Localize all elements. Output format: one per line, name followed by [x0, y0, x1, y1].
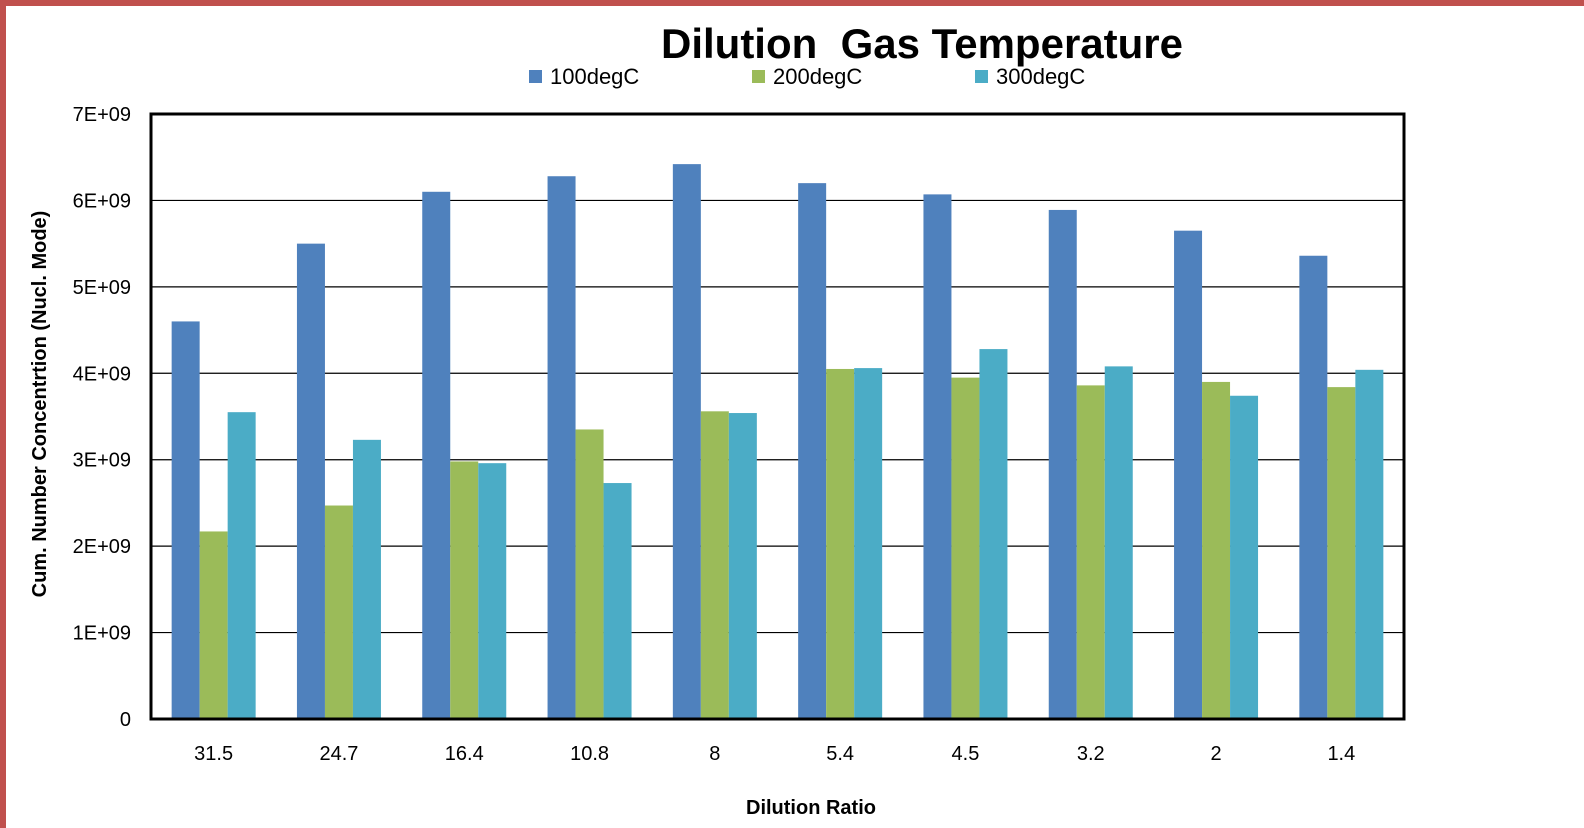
- bar-200degC-1.4: [1327, 387, 1356, 719]
- bar-100degC-5.4: [798, 183, 827, 720]
- legend-label: 300degC: [996, 64, 1085, 89]
- y-tick-label: 5E+09: [73, 277, 131, 299]
- bar-200degC-24.7: [324, 505, 353, 719]
- bar-200degC-8: [700, 411, 729, 719]
- y-tick-label: 7E+09: [73, 104, 131, 126]
- bar-300degC-5.4: [854, 368, 883, 719]
- legend: 100degC 200degC 300degC: [529, 64, 1085, 89]
- x-tick-label: 2: [1210, 743, 1221, 765]
- bar-200degC-10.8: [575, 429, 604, 719]
- legend-swatch: [529, 70, 542, 83]
- bar-100degC-10.8: [547, 176, 576, 719]
- bar-100degC-24.7: [296, 243, 325, 719]
- bar-100degC-3.2: [1048, 209, 1077, 719]
- bar-100degC-16.4: [422, 191, 451, 720]
- bar-200degC-3.2: [1076, 385, 1105, 719]
- y-tick-label: 0: [120, 709, 131, 731]
- y-tick-label: 6E+09: [73, 190, 131, 212]
- legend-swatch: [752, 70, 765, 83]
- bar-300degC-3.2: [1104, 366, 1133, 719]
- bar-300degC-10.8: [603, 483, 632, 719]
- x-tick-label: 31.5: [194, 743, 233, 765]
- x-tick-label: 1.4: [1327, 743, 1355, 765]
- x-tick-label: 8: [709, 743, 720, 765]
- bars: [171, 164, 1384, 720]
- bar-100degC-8: [672, 164, 701, 720]
- bar-300degC-4.5: [979, 349, 1008, 719]
- bar-300degC-31.5: [227, 412, 256, 719]
- y-tick-label: 2E+09: [73, 536, 131, 558]
- plot-area-border: [149, 112, 1406, 721]
- x-tick-label: 5.4: [826, 743, 854, 765]
- bar-300degC-1.4: [1355, 369, 1384, 719]
- x-tick-label: 10.8: [570, 743, 609, 765]
- bar-100degC-4.5: [923, 194, 952, 720]
- bar-200degC-16.4: [450, 461, 479, 719]
- bar-100degC-2: [1174, 230, 1203, 719]
- bar-100degC-31.5: [171, 321, 200, 719]
- chart-title: Dilution Gas Temperature: [661, 20, 1183, 67]
- legend-label: 200degC: [773, 64, 862, 89]
- y-axis-label: Cum. Number Concentrtion (Nucl. Mode): [29, 211, 51, 598]
- x-tick-label: 24.7: [319, 743, 358, 765]
- legend-label: 100degC: [550, 64, 639, 89]
- y-tick-label: 1E+09: [73, 623, 131, 645]
- x-tick-label: 16.4: [445, 743, 484, 765]
- legend-swatch: [975, 70, 988, 83]
- x-tick-label: 3.2: [1077, 743, 1105, 765]
- bar-200degC-2: [1202, 381, 1231, 719]
- bar-200degC-31.5: [199, 531, 228, 719]
- x-tick-label: 4.5: [952, 743, 980, 765]
- y-tick-label: 4E+09: [73, 363, 131, 385]
- bar-300degC-8: [728, 413, 757, 719]
- bar-300degC-24.7: [352, 439, 381, 719]
- bar-300degC-2: [1230, 395, 1259, 719]
- bar-100degC-1.4: [1299, 255, 1328, 719]
- y-axis-ticks: 0 1E+09 2E+09 3E+09 4E+09 5E+09 6E+09 7E+09: [73, 104, 131, 731]
- bar-200degC-5.4: [826, 368, 855, 719]
- bar-300degC-16.4: [478, 463, 507, 719]
- y-tick-label: 3E+09: [73, 450, 131, 472]
- x-axis-ticks: 31.5 24.7 16.4 10.8 8 5.4 4.5 3.2 2 1.4: [194, 743, 1355, 765]
- x-axis-label: Dilution Ratio: [746, 797, 876, 819]
- bar-200degC-4.5: [951, 377, 980, 719]
